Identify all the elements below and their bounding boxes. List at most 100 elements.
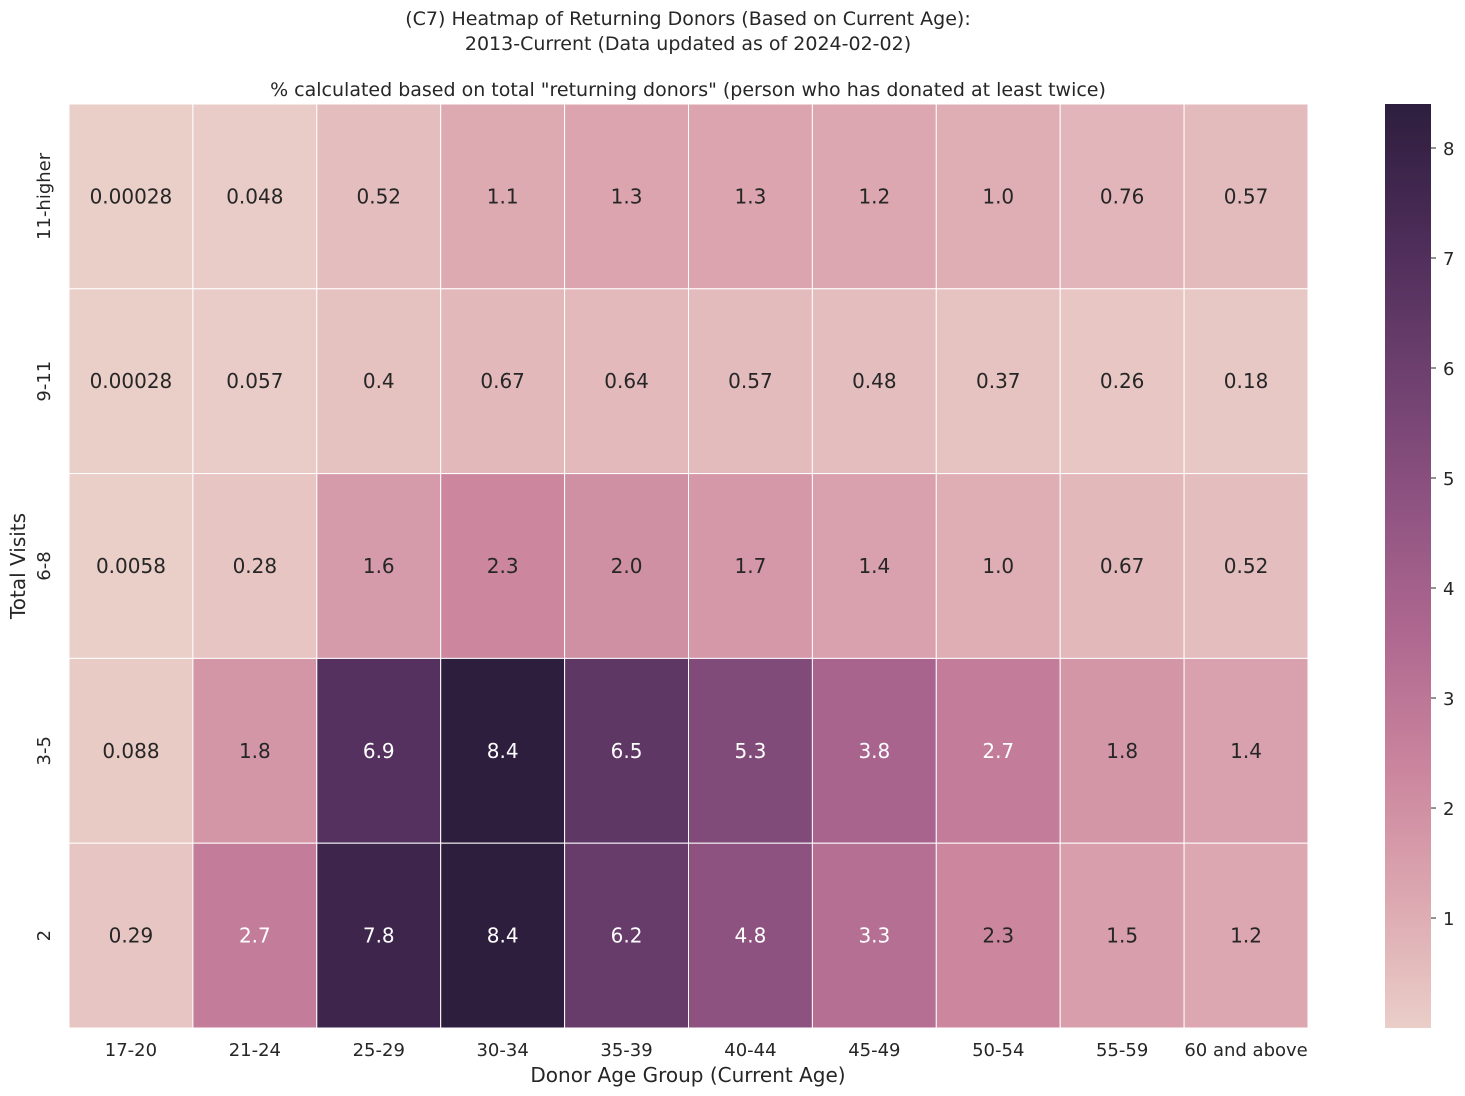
- cell-value-label: 1.1: [487, 184, 519, 208]
- cell-value-label: 0.52: [1224, 554, 1269, 578]
- cell-value-label: 0.18: [1224, 369, 1269, 393]
- colorbar-ticks: 1 2 3 4 5 6 7 8: [1431, 139, 1454, 930]
- x-tick-label: 60 and above: [1184, 1040, 1307, 1061]
- heatmap-cell: [316, 842, 442, 1029]
- colorbar-tick-label: 6: [1443, 359, 1454, 380]
- cell-value-label: 7.8: [363, 924, 395, 948]
- heatmap-cell: [935, 103, 1061, 290]
- y-axis-ticks: 11-higher 9-11 6-8 3-5 2: [34, 152, 55, 941]
- colorbar-tick-label: 2: [1443, 799, 1454, 820]
- cell-value-label: 1.4: [858, 554, 890, 578]
- heatmap-cell: [440, 842, 566, 1029]
- heatmap-cell: [192, 473, 318, 659]
- cell-value-label: 5.3: [735, 739, 767, 763]
- cell-value-label: 1.4: [1230, 739, 1262, 763]
- cell-value-label: 8.4: [487, 924, 519, 948]
- colorbar-tick-label: 4: [1443, 579, 1454, 600]
- cell-value-label: 0.4: [363, 369, 395, 393]
- x-tick-label: 35-39: [600, 1040, 652, 1061]
- colorbar-tick-label: 8: [1443, 139, 1454, 160]
- cell-value-label: 6.2: [611, 924, 643, 948]
- cell-value-label: 1.8: [1106, 739, 1138, 763]
- cell-value-label: 3.8: [858, 739, 890, 763]
- heatmap-cell: [688, 842, 813, 1029]
- heatmap-cell: [811, 103, 937, 290]
- cell-value-label: 6.5: [611, 739, 643, 763]
- cell-value-label: 1.8: [239, 739, 271, 763]
- cell-value-label: 1.5: [1106, 924, 1138, 948]
- chart-title-line2: 2013-Current (Data updated as of 2024-02…: [465, 33, 911, 55]
- cell-value-label: 0.00028: [90, 184, 173, 208]
- colorbar-tick-label: 5: [1443, 469, 1454, 490]
- colorbar: [1385, 104, 1431, 1028]
- x-tick-label: 50-54: [972, 1040, 1024, 1061]
- cell-value-label: 1.3: [735, 184, 767, 208]
- cell-value-label: 2.0: [611, 554, 643, 578]
- cell-value-label: 0.48: [852, 369, 897, 393]
- heatmap-cell: [564, 842, 689, 1029]
- heatmap-cell: [935, 657, 1061, 844]
- x-tick-label: 45-49: [848, 1040, 900, 1061]
- cell-value-label: 1.3: [611, 184, 643, 208]
- cell-value-label: 0.26: [1100, 369, 1145, 393]
- heatmap-cell: [1183, 288, 1309, 475]
- cell-value-label: 1.6: [363, 554, 395, 578]
- heatmap-cell: [935, 842, 1061, 1029]
- heatmap-cell: [68, 473, 194, 659]
- heatmap-cell: [316, 473, 442, 659]
- heatmap-cell: [440, 103, 566, 290]
- y-tick-label: 11-higher: [34, 152, 55, 240]
- cell-value-label: 3.3: [858, 924, 890, 948]
- cell-value-label: 0.057: [226, 369, 283, 393]
- heatmap-cell: [811, 288, 937, 475]
- heatmap-cell: [440, 288, 566, 475]
- x-tick-label: 21-24: [229, 1040, 281, 1061]
- heatmap-cell: [192, 103, 318, 290]
- heatmap-cell: [811, 842, 937, 1029]
- heatmap-cell: [68, 657, 194, 844]
- heatmap-cell: [1059, 288, 1185, 475]
- cell-value-label: 1.2: [858, 184, 890, 208]
- cell-value-label: 1.0: [982, 554, 1014, 578]
- cell-value-label: 2.7: [239, 924, 271, 948]
- y-tick-label: 3-5: [34, 736, 55, 765]
- heatmap-cell: [192, 842, 318, 1029]
- heatmap-cell: [811, 473, 937, 659]
- y-axis-label: Total Visits: [6, 513, 30, 620]
- x-tick-label: 40-44: [724, 1040, 776, 1061]
- x-tick-label: 55-59: [1096, 1040, 1148, 1061]
- cell-value-label: 2.3: [982, 924, 1014, 948]
- chart-subtitle: % calculated based on total "returning d…: [270, 79, 1106, 101]
- cell-value-label: 1.0: [982, 184, 1014, 208]
- cell-value-label: 0.57: [1224, 184, 1269, 208]
- x-axis-label: Donor Age Group (Current Age): [530, 1063, 845, 1087]
- cell-value-label: 0.76: [1100, 184, 1145, 208]
- cell-value-label: 0.0058: [96, 554, 166, 578]
- colorbar-tick-label: 1: [1443, 909, 1454, 930]
- cell-value-label: 0.00028: [90, 369, 173, 393]
- y-tick-label: 2: [34, 930, 55, 941]
- cell-value-label: 2.3: [487, 554, 519, 578]
- x-axis-ticks: 17-20 21-24 25-29 30-34 35-39 40-44 45-49 50-54…: [105, 1040, 1308, 1061]
- heatmap-cells: 0.00028 0.048 0.52 1.1 1.3 1.3 1.2 1.0 0.76 0.57 0…: [68, 103, 1309, 1029]
- heatmap-cell: [564, 657, 689, 844]
- cell-value-label: 1.7: [735, 554, 767, 578]
- heatmap-cell: [68, 103, 194, 290]
- heatmap-cell: [564, 288, 689, 475]
- heatmap-cell: [316, 103, 442, 290]
- cell-value-label: 0.52: [356, 184, 401, 208]
- cell-value-label: 0.048: [226, 184, 283, 208]
- y-tick-label: 6-8: [34, 551, 55, 580]
- cell-value-label: 4.8: [735, 924, 767, 948]
- heatmap-cell: [811, 657, 937, 844]
- heatmap-cell: [1059, 473, 1185, 659]
- heatmap-cell: [1059, 657, 1185, 844]
- cell-value-label: 0.57: [728, 369, 773, 393]
- cell-value-label: 0.29: [109, 924, 154, 948]
- chart-title: (C7) Heatmap of Returning Donors (Based …: [405, 8, 970, 30]
- cell-value-label: 1.2: [1230, 924, 1262, 948]
- heatmap-cell: [68, 842, 194, 1029]
- heatmap-cell: [1183, 657, 1309, 844]
- heatmap-cell: [935, 473, 1061, 659]
